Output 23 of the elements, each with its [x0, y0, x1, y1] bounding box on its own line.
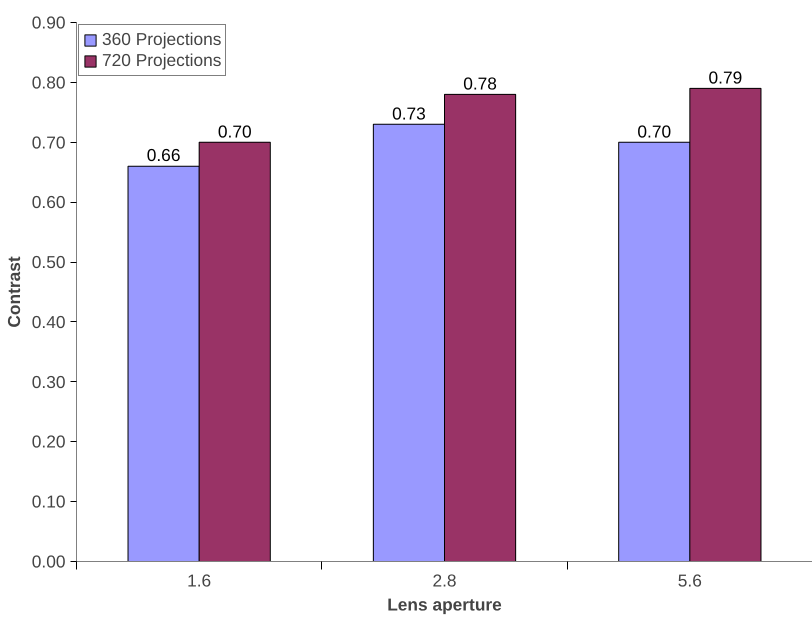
- x-tick-label: 5.6: [678, 570, 702, 590]
- x-axis-title: Lens aperture: [387, 594, 502, 614]
- y-axis-title: Contrast: [4, 256, 24, 328]
- y-tick-label: 0.30: [32, 372, 66, 392]
- y-tick-label: 0.20: [32, 432, 66, 452]
- data-label: 0.78: [463, 73, 497, 94]
- data-label: 0.73: [392, 103, 426, 124]
- y-tick-label: 0.60: [32, 192, 66, 212]
- y-tick-label: 0.40: [32, 312, 66, 332]
- data-label: 0.70: [637, 121, 672, 142]
- x-tick-label: 2.8: [432, 570, 457, 590]
- y-tick-label: 0.70: [32, 132, 66, 152]
- legend-label: 720 Projections: [102, 50, 222, 71]
- data-label: 0.70: [218, 121, 252, 142]
- y-tick-label: 0.50: [32, 252, 66, 272]
- data-label: 0.79: [708, 67, 742, 88]
- y-tick-label: 0.80: [32, 72, 66, 92]
- y-tick-label: 0.10: [32, 492, 66, 512]
- y-tick-label: 0.00: [32, 552, 66, 572]
- data-label: 0.66: [146, 145, 180, 166]
- y-tick-label: 0.90: [32, 12, 66, 32]
- legend-label: 360 Projections: [102, 29, 222, 50]
- x-tick-label: 1.6: [187, 570, 212, 590]
